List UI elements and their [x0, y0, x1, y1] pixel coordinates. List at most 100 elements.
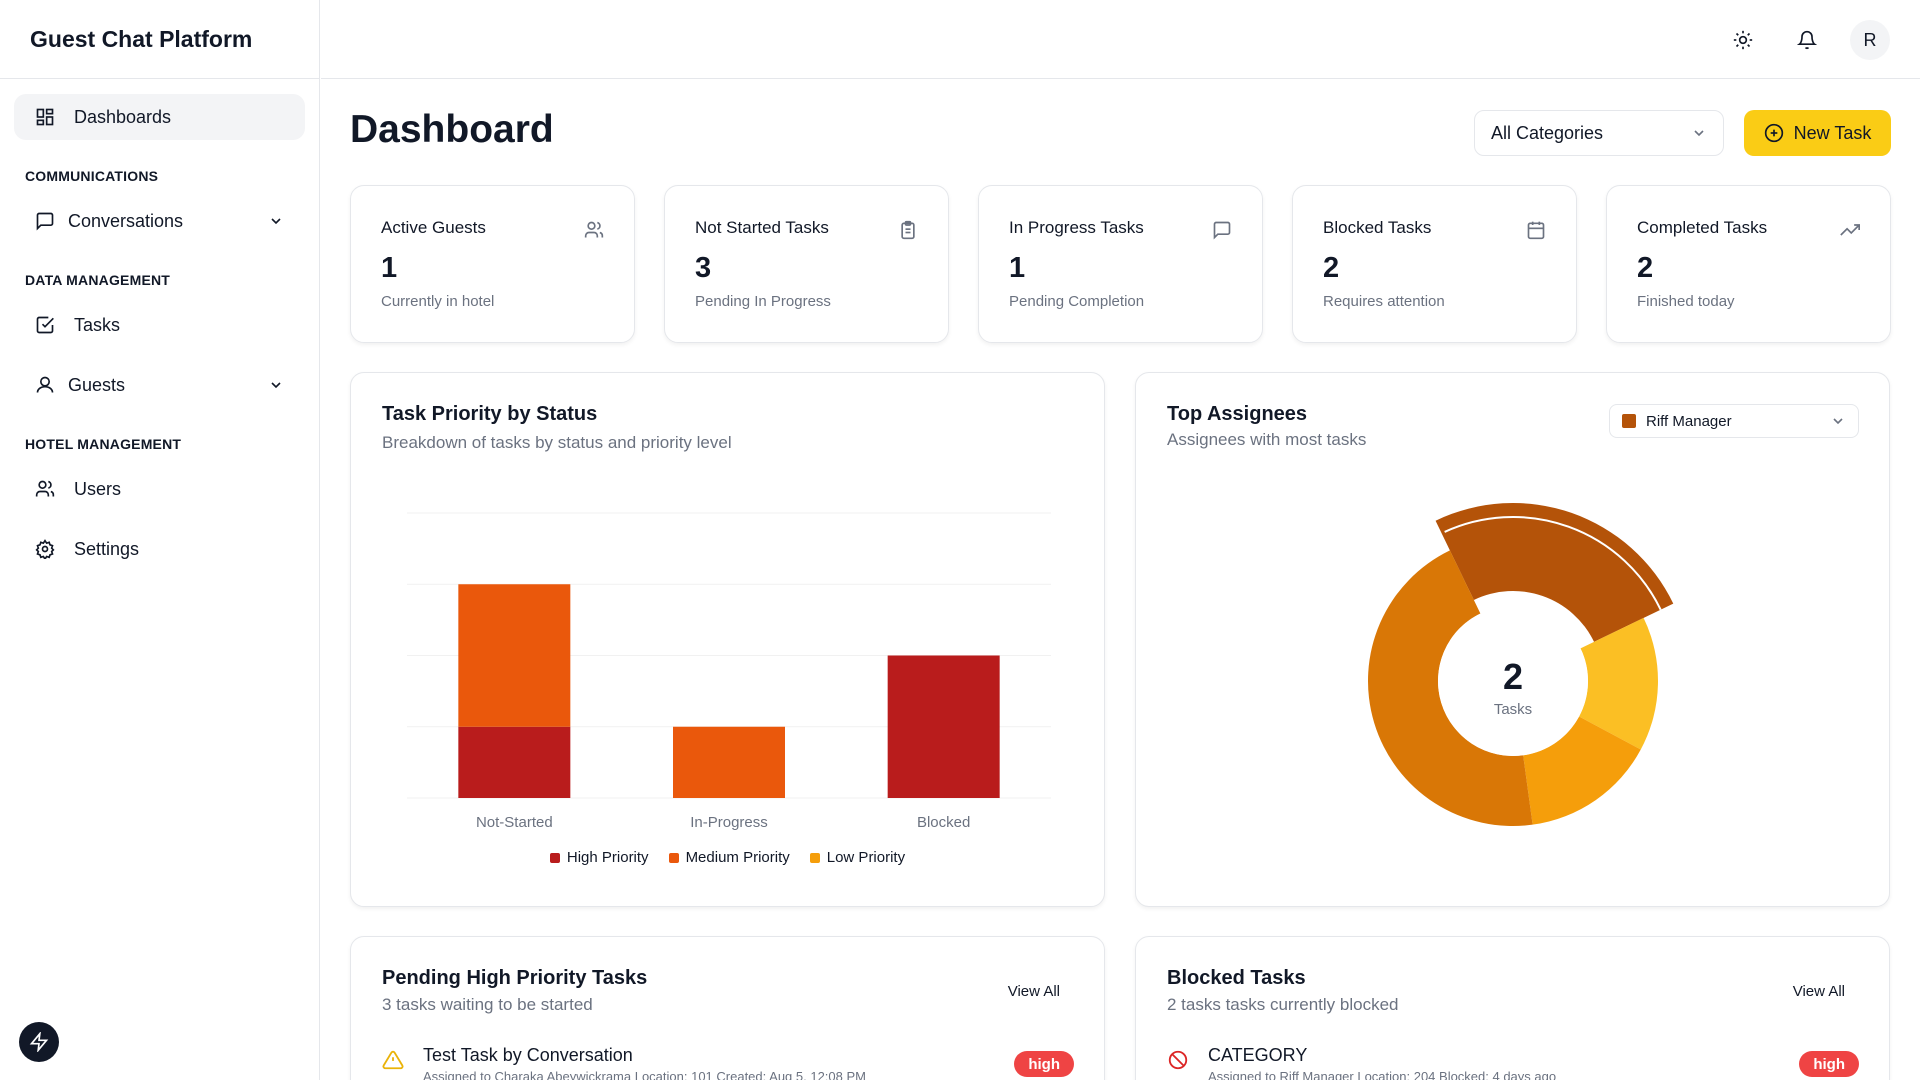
user-icon [34, 374, 56, 396]
legend-swatch [549, 852, 560, 863]
task-row[interactable]: Test Task by Conversation Assigned to Ch… [382, 1045, 1074, 1080]
new-task-button[interactable]: New Task [1744, 110, 1891, 156]
sidebar-item-users[interactable]: Users [14, 466, 305, 512]
donut-slice[interactable] [1367, 550, 1533, 826]
x-tick-label: Blocked [917, 814, 970, 831]
task-name: CATEGORY [1208, 1045, 1308, 1065]
check-square-icon [34, 314, 56, 336]
sidebar-item-guests[interactable]: Guests [14, 362, 305, 408]
chevron-down-icon[interactable] [267, 212, 285, 230]
bar-segment[interactable] [673, 726, 785, 798]
category-select[interactable]: All Categories [1474, 110, 1724, 156]
sidebar-item-dashboards[interactable]: Dashboards [14, 94, 305, 140]
stat-sub: Pending In Progress [695, 293, 831, 310]
priority-badge: high [1014, 1051, 1074, 1077]
avatar[interactable]: R [1850, 20, 1890, 60]
bar-segment[interactable] [887, 655, 1000, 799]
chevron-down-icon[interactable] [267, 376, 285, 394]
bar-segment[interactable] [458, 726, 571, 798]
stat-card-not-started: Not Started Tasks 3 Pending In Progress [664, 185, 949, 343]
stat-card-active-guests: Active Guests 1 Currently in hotel [350, 185, 635, 343]
card-title: Blocked Tasks [1167, 967, 1306, 989]
assignee-select-value: Riff Manager [1646, 412, 1732, 430]
stat-label: Blocked Tasks [1323, 218, 1432, 237]
legend-label: Medium Priority [685, 849, 790, 866]
chevron-down-icon [1830, 413, 1846, 429]
sidebar-item-tasks[interactable]: Tasks [14, 302, 305, 348]
task-priority-card: Task Priority by Status Breakdown of tas… [350, 372, 1105, 907]
card-title: Top Assignees [1167, 403, 1308, 425]
dashboard-icon [34, 106, 56, 128]
sun-icon[interactable] [1723, 20, 1763, 60]
clipboard-icon [898, 220, 918, 240]
view-all-link[interactable]: View All [1792, 983, 1845, 1000]
users-icon [34, 478, 56, 500]
sidebar: Guest Chat Platform Dashboards COMMUNICA… [0, 0, 320, 1080]
legend-swatch [809, 852, 820, 863]
card-subtitle: Breakdown of tasks by status and priorit… [382, 433, 732, 452]
donut-slice[interactable] [1523, 716, 1641, 825]
donut-slice[interactable] [1435, 503, 1674, 642]
app-title: Guest Chat Platform [0, 0, 319, 79]
top-assignees-card: Top Assignees Assignees with most tasks … [1135, 372, 1890, 907]
stat-sub: Finished today [1637, 293, 1735, 310]
stat-value: 2 [1637, 252, 1654, 284]
stat-card-completed: Completed Tasks 2 Finished today [1606, 185, 1891, 343]
warning-icon [382, 1049, 404, 1071]
donut-center-label: Tasks [1494, 701, 1532, 718]
card-subtitle: 2 tasks tasks currently blocked [1167, 995, 1399, 1014]
legend-item: Medium Priority [668, 849, 790, 866]
category-select-value: All Categories [1491, 122, 1604, 143]
card-subtitle: Assignees with most tasks [1167, 430, 1367, 449]
sidebar-item-settings[interactable]: Settings [14, 526, 305, 572]
stat-card-blocked: Blocked Tasks 2 Requires attention [1292, 185, 1577, 343]
trending-up-icon [1840, 220, 1860, 240]
sidebar-nav: Dashboards COMMUNICATIONS Conversations … [0, 79, 319, 601]
section-data-management: DATA MANAGEMENT [25, 272, 171, 288]
slice-highlight-ring [1444, 516, 1662, 611]
gear-icon [34, 538, 56, 560]
sidebar-item-label: Users [74, 478, 122, 499]
card-title: Task Priority by Status [382, 403, 598, 425]
task-row[interactable]: CATEGORY Assigned to Riff Manager Locati… [1167, 1045, 1859, 1080]
users-icon [584, 220, 604, 240]
chevron-down-icon [1691, 125, 1707, 141]
message-icon [1212, 220, 1232, 240]
legend-label: High Priority [566, 849, 649, 866]
x-tick-label: Not-Started [476, 814, 553, 831]
stat-label: Active Guests [381, 218, 486, 237]
stat-value: 3 [695, 252, 712, 284]
blocked-tasks-card: Blocked Tasks 2 tasks tasks currently bl… [1135, 936, 1890, 1080]
donut-center-value: 2 [1503, 656, 1523, 697]
legend-swatch [668, 852, 679, 863]
legend-label: Low Priority [826, 849, 906, 866]
sidebar-item-conversations[interactable]: Conversations [14, 198, 305, 244]
bell-icon[interactable] [1787, 20, 1827, 60]
task-name: Test Task by Conversation [423, 1045, 633, 1065]
ban-icon [1167, 1049, 1189, 1071]
bar-chart: Not-Started In-Progress Blocked [407, 512, 1051, 831]
legend-item: Low Priority [809, 849, 906, 866]
stat-value: 2 [1323, 252, 1340, 284]
donut-hole [1438, 606, 1588, 756]
legend-item: High Priority [549, 849, 649, 866]
section-communications: COMMUNICATIONS [25, 168, 159, 184]
donut-chart: 2 Tasks [1367, 503, 1674, 826]
bolt-icon[interactable] [19, 1022, 59, 1062]
stat-sub: Currently in hotel [381, 293, 495, 310]
stat-label: Not Started Tasks [695, 218, 829, 237]
sidebar-item-label: Dashboards [74, 106, 172, 127]
stat-value: 1 [1009, 252, 1026, 284]
top-bar: R [321, 0, 1920, 79]
plus-circle-icon [1764, 123, 1784, 143]
stat-sub: Requires attention [1323, 293, 1445, 310]
stat-label: In Progress Tasks [1009, 218, 1144, 237]
donut-slice[interactable] [1579, 617, 1658, 750]
stat-card-in-progress: In Progress Tasks 1 Pending Completion [978, 185, 1263, 343]
calendar-icon [1526, 220, 1546, 240]
assignee-select[interactable]: Riff Manager [1609, 404, 1859, 438]
view-all-link[interactable]: View All [1007, 983, 1060, 1000]
stat-sub: Pending Completion [1009, 293, 1145, 310]
sidebar-item-label: Settings [74, 538, 140, 559]
bar-segment[interactable] [458, 584, 571, 727]
